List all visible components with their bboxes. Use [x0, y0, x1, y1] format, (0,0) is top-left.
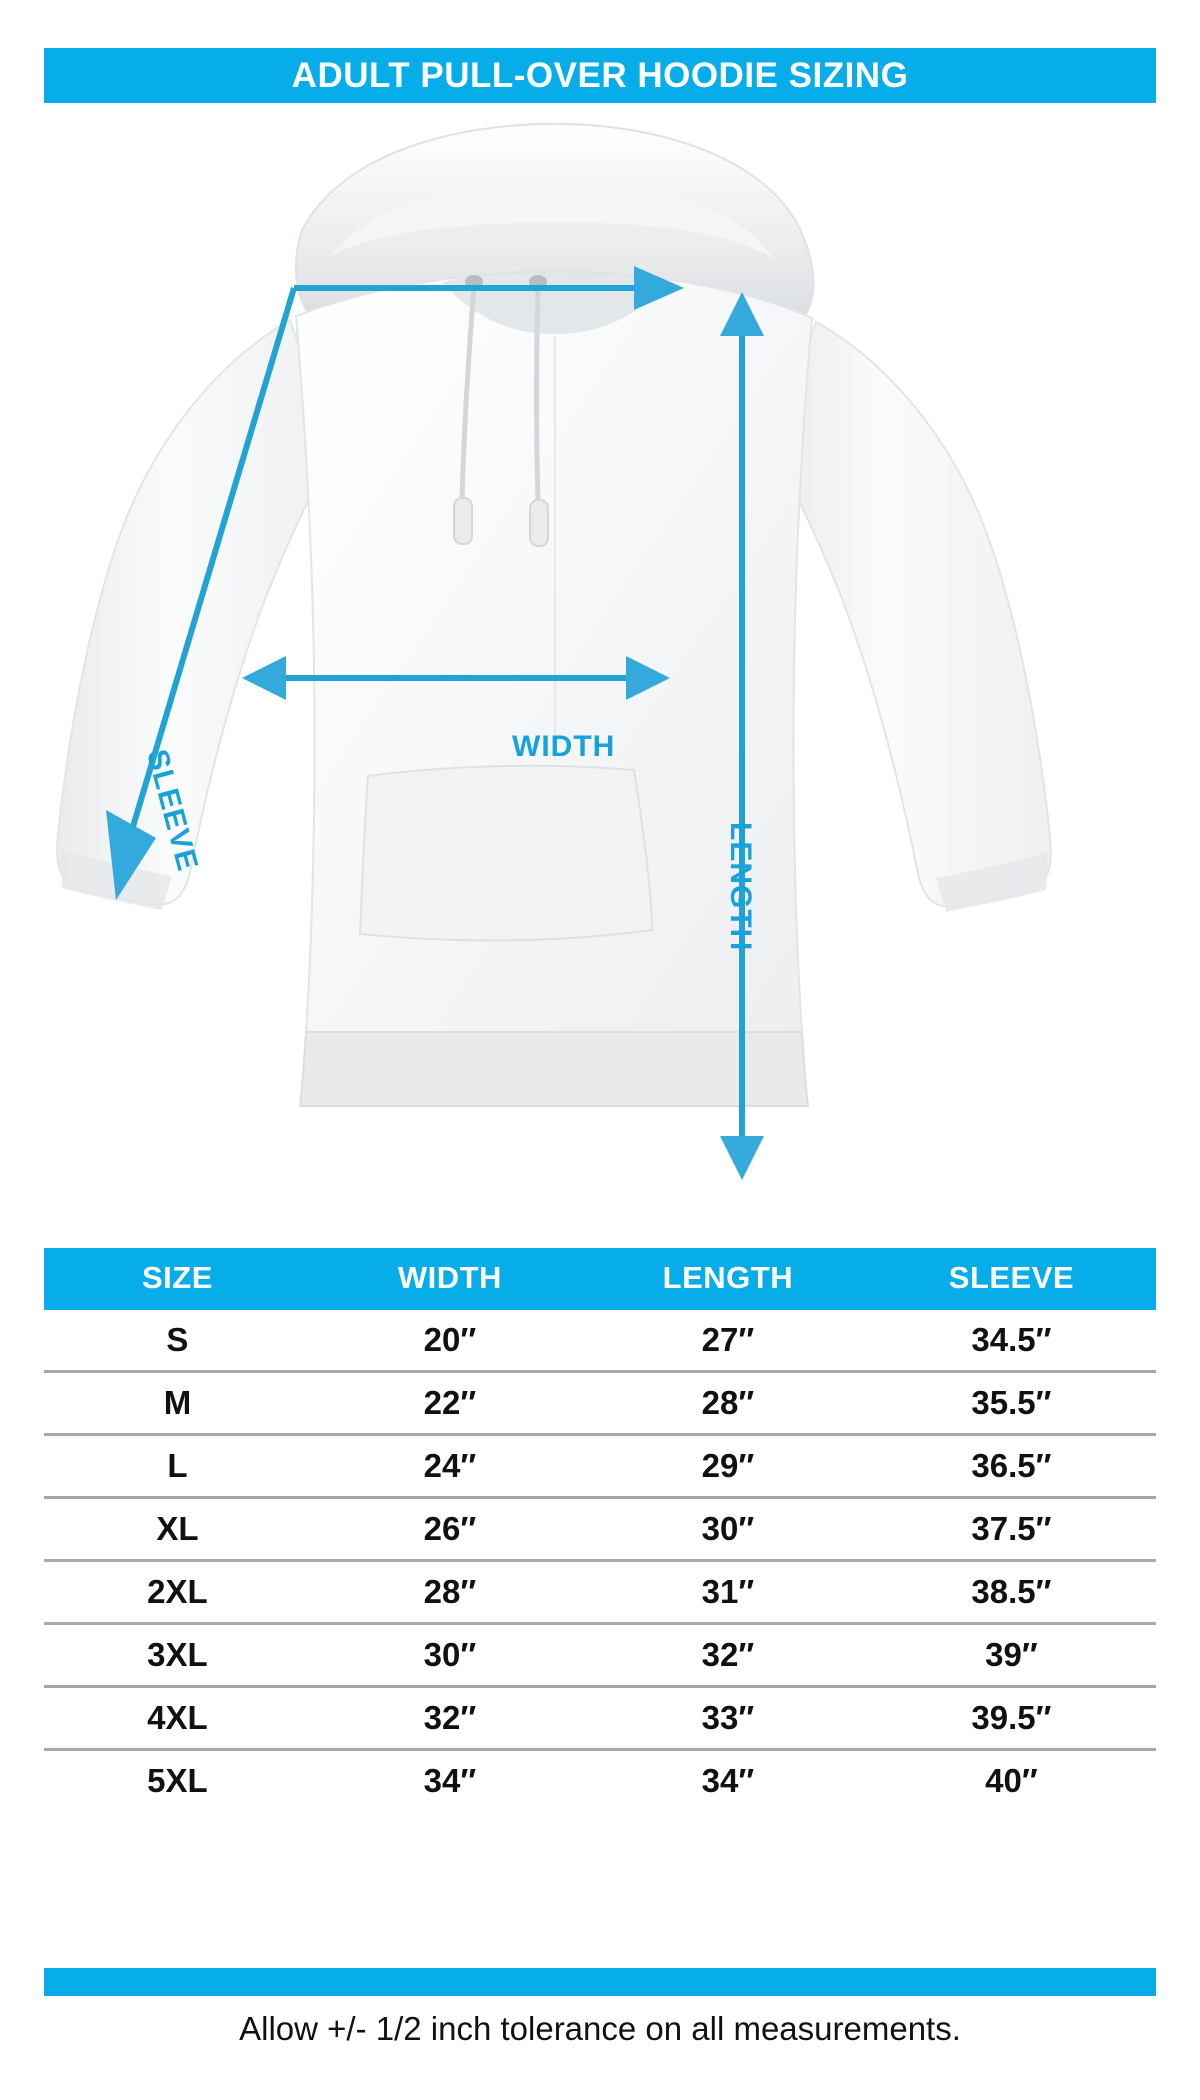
cell-sleeve: 35.5″ — [866, 1371, 1156, 1436]
cell-length: 33″ — [588, 1686, 867, 1751]
size-table-body: S 20″ 27″ 34.5″ M 22″ 28″ 35.5″ L 24″ 29… — [44, 1310, 1156, 1811]
table-row: M 22″ 28″ 35.5″ — [44, 1371, 1156, 1436]
right-sleeve-shape — [770, 320, 1052, 912]
length-measure-arrow — [720, 292, 764, 1180]
tolerance-note: Allow +/- 1/2 inch tolerance on all meas… — [239, 2010, 961, 2047]
cell-length: 30″ — [588, 1497, 867, 1562]
cell-sleeve: 38.5″ — [866, 1560, 1156, 1625]
cell-sleeve: 39.5″ — [866, 1686, 1156, 1751]
size-table: SIZE WIDTH LENGTH SLEEVE S 20″ 27″ 34.5″… — [44, 1248, 1156, 1811]
cell-length: 28″ — [588, 1371, 867, 1436]
width-measure-arrow — [242, 656, 670, 700]
cell-sleeve: 34.5″ — [866, 1310, 1156, 1373]
cell-length: 27″ — [588, 1310, 867, 1373]
cell-width: 34″ — [423, 1762, 477, 1799]
cell-width: 28″ — [310, 1560, 589, 1625]
cell-length: 34″ — [701, 1762, 755, 1799]
cell-size: 2XL — [44, 1560, 311, 1625]
cell-width: 20″ — [310, 1310, 589, 1373]
table-header-row: SIZE WIDTH LENGTH SLEEVE — [44, 1248, 1156, 1310]
table-row: 3XL 30″ 32″ 39″ — [44, 1623, 1156, 1688]
cell-sleeve: 40″ — [985, 1762, 1038, 1799]
hoodie-diagram: WIDTH LENGTH SLEEVE — [44, 110, 1156, 1220]
cell-size: S — [44, 1310, 311, 1373]
drawstrings — [453, 275, 549, 547]
column-header-sleeve: SLEEVE — [866, 1248, 1156, 1310]
table-row: L 24″ 29″ 36.5″ — [44, 1434, 1156, 1499]
sleeve-measure-arrow — [106, 266, 684, 900]
table-row: 5XL 34″ 34″ 40″ — [44, 1750, 1156, 1812]
cell-size: L — [44, 1434, 311, 1499]
body-shape — [294, 270, 814, 1107]
table-row: S 20″ 27″ 34.5″ — [44, 1310, 1156, 1373]
table-row: 4XL 32″ 33″ 39.5″ — [44, 1686, 1156, 1751]
cell-size: 4XL — [44, 1686, 311, 1751]
cell-width: 30″ — [310, 1623, 589, 1688]
cell-sleeve: 39″ — [866, 1623, 1156, 1688]
column-header-width: WIDTH — [310, 1248, 589, 1310]
cell-length: 31″ — [588, 1560, 867, 1625]
cell-width: 32″ — [310, 1686, 589, 1751]
cell-sleeve: 36.5″ — [866, 1434, 1156, 1499]
width-dimension-label: WIDTH — [512, 730, 616, 763]
chart-title-bar: ADULT PULL-OVER HOODIE SIZING — [44, 48, 1156, 103]
cell-length: 32″ — [588, 1623, 867, 1688]
column-header-size: SIZE — [44, 1248, 311, 1310]
cell-length: 29″ — [588, 1434, 867, 1499]
cell-width: 22″ — [310, 1371, 589, 1436]
hoodie-illustration-svg — [56, 122, 1052, 1180]
cell-width: 26″ — [310, 1497, 589, 1562]
table-row: XL 26″ 30″ 37.5″ — [44, 1497, 1156, 1562]
footer-divider-bar — [44, 1968, 1156, 1996]
page-title: ADULT PULL-OVER HOODIE SIZING — [291, 55, 909, 95]
table-row: 2XL 28″ 31″ 38.5″ — [44, 1560, 1156, 1625]
size-table-header: SIZE WIDTH LENGTH SLEEVE — [44, 1248, 1156, 1310]
cell-size: 3XL — [44, 1623, 311, 1688]
length-dimension-label: LENGTH — [724, 822, 757, 952]
cell-size: XL — [44, 1497, 311, 1562]
cell-size: 5XL — [147, 1762, 208, 1799]
cell-sleeve: 37.5″ — [866, 1497, 1156, 1562]
column-header-length: LENGTH — [588, 1248, 867, 1310]
cell-width: 24″ — [310, 1434, 589, 1499]
cell-size: M — [44, 1371, 311, 1436]
